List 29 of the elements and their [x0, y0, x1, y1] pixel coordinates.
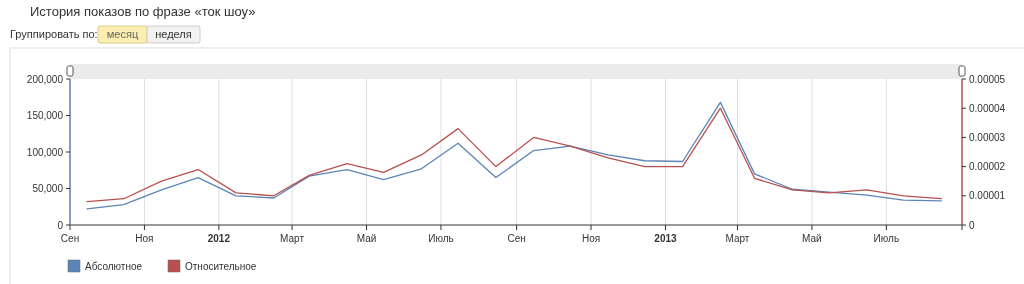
text: месяц — [106, 28, 139, 40]
x-tick-label: Сен — [60, 233, 80, 244]
y2-tick-label: 0.00001 — [969, 190, 1006, 202]
x-tick-label: Ноя — [581, 233, 601, 244]
x-tick-label: Июль — [873, 233, 900, 244]
y2-tick-label: 0.00005 — [969, 73, 1006, 85]
x-tick-label: Ноя — [135, 233, 154, 244]
y-tick-label: 200,000 — [26, 73, 64, 85]
x-tick-label: 2013 — [654, 233, 678, 244]
y2-tick-label: 0.00003 — [969, 131, 1006, 143]
x-tick-label: Март — [280, 233, 305, 244]
legend-label: Абсолютное — [85, 261, 143, 272]
y-tick-label: 100,000 — [26, 146, 64, 158]
y2-tick-label: 0.00002 — [969, 161, 1006, 173]
text: Группировать по: — [10, 28, 98, 40]
y2-tick-label: 0 — [969, 219, 975, 231]
y2-tick-label: 0.00004 — [969, 102, 1006, 114]
y-tick-label: 150,000 — [26, 110, 64, 121]
x-tick-label: Март — [725, 233, 750, 244]
x-tick-label: 2012 — [207, 233, 231, 244]
x-tick-label: Сен — [507, 233, 526, 244]
x-tick-label: Июль — [428, 233, 454, 244]
chart-title: История показов по фразе «ток шоу» — [30, 4, 256, 19]
x-tick-label: Май — [802, 233, 822, 244]
y-tick-label: 0 — [57, 219, 64, 231]
x-tick-label: Май — [356, 233, 377, 244]
legend-label: Относительное — [185, 261, 257, 272]
y-tick-label: 50,000 — [32, 183, 64, 194]
text: неделя — [155, 28, 192, 40]
